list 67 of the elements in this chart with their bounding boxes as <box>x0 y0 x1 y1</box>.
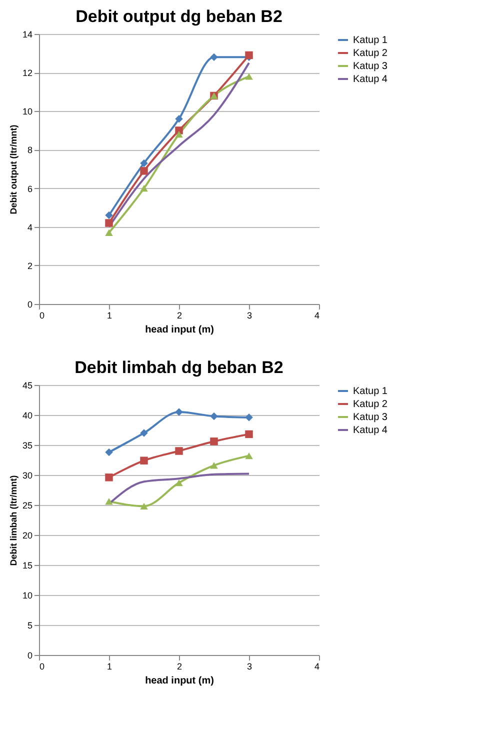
y-tick-label: 45 <box>22 380 32 390</box>
point <box>175 408 183 416</box>
y-tick-label: 8 <box>27 145 32 156</box>
point <box>245 452 253 460</box>
y-tick-label: 12 <box>22 68 32 78</box>
point <box>245 414 253 422</box>
legend-label: Katup 3 <box>353 61 388 72</box>
y-tick-label: 0 <box>27 650 32 660</box>
x-axis-title: head input (m) <box>145 676 214 686</box>
chart-title: Debit limbah dg beban B2 <box>74 358 284 377</box>
point <box>210 53 218 62</box>
y-tick-label: 30 <box>22 470 32 480</box>
x-tick-label: 3 <box>246 662 252 672</box>
point <box>175 447 183 455</box>
legend-label: Katup 4 <box>353 74 388 85</box>
legend-label: Katup 1 <box>353 386 388 397</box>
point <box>140 184 148 192</box>
point <box>105 211 113 220</box>
y-tick-label: 15 <box>22 560 32 570</box>
x-tick-label: 2 <box>176 310 182 320</box>
point <box>175 479 183 486</box>
x-tick-label: 1 <box>106 310 112 320</box>
y-tick-label: 20 <box>22 530 32 540</box>
point <box>175 130 183 138</box>
point <box>245 73 253 80</box>
y-tick-label: 6 <box>27 184 32 194</box>
x-axis-title: head input (m) <box>145 324 214 336</box>
x-tick-label: 4 <box>314 310 320 320</box>
y-tick-label: 14 <box>22 30 32 40</box>
x-tick-label: 2 <box>176 662 182 672</box>
point <box>140 167 148 175</box>
x-tick-label: 0 <box>40 662 45 672</box>
y-tick-label: 5 <box>27 620 32 630</box>
y-tick-label: 40 <box>22 410 32 420</box>
point <box>105 219 113 227</box>
point <box>210 462 218 469</box>
legend-label: Katup 2 <box>353 399 388 410</box>
point <box>140 456 148 464</box>
point <box>105 498 113 505</box>
point <box>105 229 113 236</box>
x-tick-label: 1 <box>106 662 112 672</box>
y-tick-label: 10 <box>22 106 32 117</box>
point <box>175 114 183 123</box>
y-axis-title: Debit limbah (ltr/mnt) <box>8 475 18 566</box>
point <box>140 502 148 510</box>
x-tick-label: 4 <box>314 662 320 672</box>
point <box>105 448 113 456</box>
y-tick-label: 10 <box>22 590 32 600</box>
y-tick-label: 35 <box>22 440 32 450</box>
x-tick-label: 0 <box>40 310 45 320</box>
point <box>140 159 148 168</box>
point <box>210 438 218 446</box>
legend-label: Katup 4 <box>353 425 388 436</box>
point <box>245 430 253 438</box>
y-tick-label: 25 <box>22 500 32 510</box>
y-tick-label: 0 <box>27 300 32 310</box>
legend-label: Katup 1 <box>353 35 388 46</box>
y-axis-title: Debit output (ltr/mnt) <box>8 124 18 214</box>
point <box>140 429 148 437</box>
legend-label: Katup 3 <box>353 412 388 423</box>
y-tick-label: 4 <box>27 222 32 232</box>
point <box>210 412 218 420</box>
y-tick-label: 2 <box>27 260 32 271</box>
legend-label: Katup 2 <box>353 48 388 59</box>
x-tick-label: 3 <box>246 310 252 320</box>
chart-title: Debit output dg beban B2 <box>76 7 282 26</box>
point <box>105 474 113 482</box>
